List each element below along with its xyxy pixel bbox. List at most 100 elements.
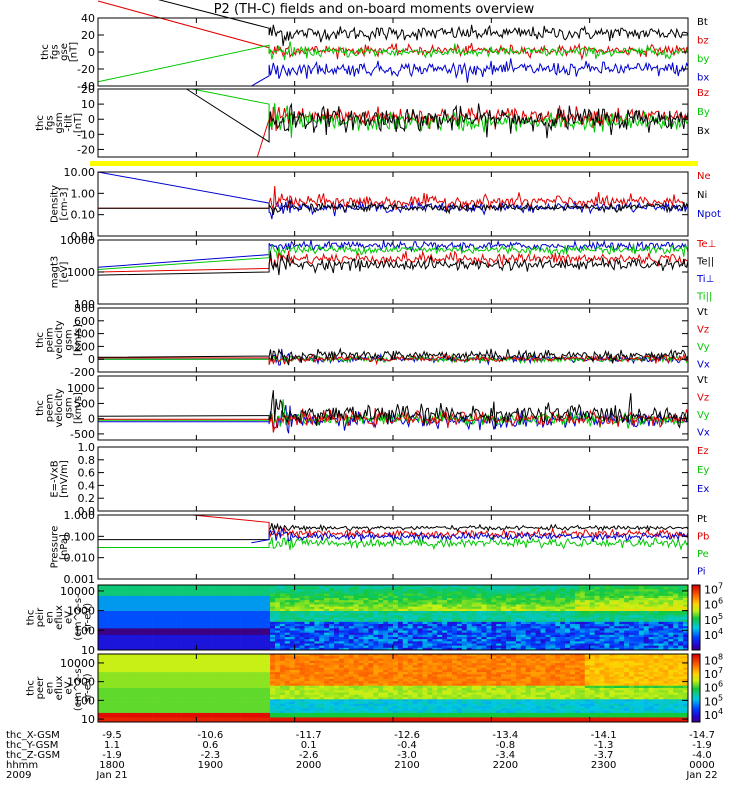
spectrogram-cell — [98, 688, 104, 691]
spectrogram-cell — [358, 630, 364, 633]
spectrogram-cell — [117, 665, 123, 668]
panel-frame — [97, 307, 689, 373]
spectrogram-cell — [319, 591, 325, 594]
spectrogram-cell — [220, 611, 227, 614]
spectrogram-cell — [402, 613, 409, 616]
spectrogram-cell — [673, 645, 679, 649]
spectrogram-cell — [112, 663, 118, 666]
spectrogram-cell — [348, 606, 354, 610]
spectrogram-cell — [122, 637, 128, 640]
spectrogram-cell — [329, 621, 335, 625]
spectrogram-cell — [117, 641, 123, 644]
spectrogram-cell — [122, 645, 128, 649]
spectrogram-cell — [560, 587, 566, 590]
spectrogram-cell — [275, 613, 281, 616]
spectrogram-cell — [343, 645, 350, 649]
spectrogram-cell — [560, 589, 566, 592]
spectrogram-cell — [466, 621, 472, 625]
spectrogram-cell — [427, 628, 433, 631]
spectrogram-cell — [201, 641, 207, 644]
spectrogram-cell — [506, 598, 512, 601]
spectrogram-cell — [574, 593, 581, 597]
spectrogram-cell — [240, 694, 246, 698]
spectrogram-cell — [201, 585, 207, 588]
spectrogram-cell — [161, 624, 168, 627]
spectrogram-cell — [265, 639, 271, 642]
spectrogram-cell — [166, 663, 173, 666]
spectrogram-cell — [338, 598, 345, 601]
spectrogram-cell — [653, 608, 659, 612]
spectrogram-cell — [225, 694, 232, 698]
spectrogram-cell — [432, 615, 438, 618]
spectrogram-cell — [589, 593, 595, 597]
spectrogram-cell — [161, 593, 168, 597]
spectrogram-cell — [250, 712, 256, 716]
spectrogram-cell — [260, 593, 266, 597]
spectrogram-cell — [638, 604, 645, 607]
spectrogram-cell — [319, 608, 325, 612]
spectrogram-cell — [638, 645, 645, 649]
spectrogram-cell — [673, 639, 679, 642]
spectrogram-cell — [363, 611, 369, 614]
spectrogram-cell — [147, 624, 153, 627]
spectrogram-cell — [107, 690, 114, 693]
spectrogram-cell — [250, 641, 256, 644]
y-axis-label: thc — [35, 115, 46, 131]
spectrogram-cell — [102, 598, 109, 601]
spectrogram-cell — [171, 593, 177, 597]
spectrogram-cell — [270, 632, 276, 636]
spectrogram-cell — [240, 658, 246, 662]
spectrogram-cell — [397, 595, 404, 599]
spectrogram-cell — [638, 606, 645, 610]
spectrogram-cell — [191, 654, 197, 657]
spectrogram-cell — [314, 608, 320, 612]
spectrogram-cell — [201, 717, 207, 721]
spectrogram-cell — [530, 641, 536, 644]
y-tick-label: -20 — [77, 143, 95, 156]
spectrogram-cell — [486, 591, 492, 594]
spectrogram-cell — [279, 604, 286, 607]
spectrogram-cell — [152, 608, 158, 612]
spectrogram-cell — [604, 587, 610, 590]
spectrogram-cell — [98, 645, 104, 649]
spectrogram-cell — [240, 602, 246, 605]
spectrogram-cell — [570, 626, 576, 629]
spectrogram-cell — [609, 617, 615, 620]
spectrogram-cell — [358, 626, 364, 629]
spectrogram-cell — [230, 681, 236, 684]
spectrogram-cell — [176, 624, 182, 627]
spectrogram-cell — [368, 585, 374, 588]
spectrogram-cell — [304, 585, 310, 588]
spectrogram-cell — [157, 703, 163, 707]
spectrogram-cell — [343, 602, 350, 605]
spectrogram-cell — [284, 602, 291, 605]
spectrogram-cell — [132, 681, 138, 684]
spectrogram-cell — [407, 595, 413, 599]
panel-pressure: 1.0000.1000.0100.001Pressure[nPa]PtPbPeP… — [49, 509, 709, 586]
spectrogram-cell — [176, 674, 182, 677]
spectrogram-cell — [132, 619, 138, 623]
spectrogram-cell — [132, 690, 138, 693]
spectrogram-cell — [614, 621, 620, 625]
spectrogram-cell — [186, 647, 192, 651]
spectrogram-cell — [225, 706, 232, 709]
spectrogram-cell — [112, 685, 118, 689]
spectrogram-cell — [216, 595, 222, 599]
spectrogram-cell — [157, 665, 163, 668]
spectrogram-cell — [638, 598, 645, 601]
spectrogram-cell — [230, 598, 236, 601]
spectrogram-cell — [299, 647, 305, 651]
spectrogram-cell — [638, 641, 645, 644]
spectrogram-cell — [393, 613, 399, 616]
spectrogram-cell — [196, 685, 202, 689]
spectrogram-cell — [383, 598, 389, 601]
spectrogram-cell — [373, 634, 379, 638]
spectrogram-cell — [550, 647, 556, 651]
colorbar-segment — [692, 612, 700, 615]
spectrogram-cell — [216, 589, 222, 592]
spectrogram-cell — [511, 643, 517, 646]
spectrogram-cell — [289, 626, 295, 629]
spectrogram-cell — [250, 619, 256, 623]
spectrogram-cell — [683, 593, 689, 597]
spectrogram-cell — [309, 647, 315, 651]
